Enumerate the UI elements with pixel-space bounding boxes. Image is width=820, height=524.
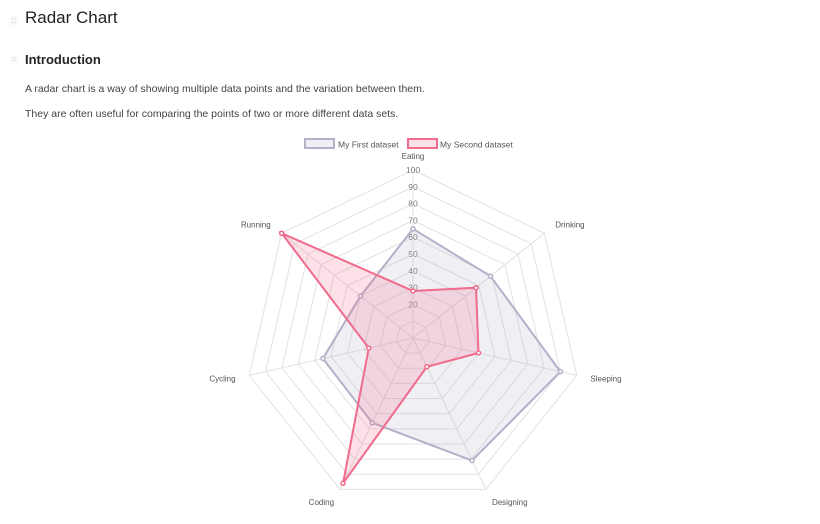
- spoke-3: [412, 337, 487, 490]
- dataset-2-point-designing: [424, 364, 430, 370]
- axis-label-coding: Coding: [309, 498, 334, 507]
- dataset-1-point-eating: [410, 226, 416, 232]
- grid-ring-50: [330, 253, 496, 415]
- spoke-2: [412, 337, 577, 376]
- grid-ring-10: [396, 320, 430, 354]
- dataset-2-point-cycling: [366, 345, 372, 351]
- section-anchor-icon[interactable]: #: [11, 54, 18, 66]
- grid-ring-20: [379, 303, 447, 369]
- legend-item-1[interactable]: My First dataset: [304, 138, 399, 150]
- grid-ring-30: [363, 287, 463, 384]
- spoke-6: [281, 232, 414, 339]
- dataset-1-point-designing: [469, 457, 475, 464]
- dataset-2-point-sleeping: [475, 350, 482, 356]
- dataset-1-point-coding: [369, 420, 375, 426]
- tick-label: 50: [408, 249, 418, 259]
- axis-label-sleeping: Sleeping: [590, 374, 621, 383]
- legend-label: My Second dataset: [440, 140, 513, 150]
- section-heading-introduction: Introduction: [25, 52, 101, 67]
- grid-ring-80: [281, 203, 545, 460]
- axis-label-cycling: Cycling: [209, 374, 235, 383]
- tick-label: 80: [408, 199, 418, 209]
- dataset-1-point-cycling: [320, 355, 326, 362]
- axis-label-designing: Designing: [492, 498, 528, 507]
- dataset-2-point-drinking: [473, 284, 479, 291]
- legend-item-2[interactable]: My Second dataset: [407, 138, 513, 150]
- dataset-1-point-sleeping: [557, 368, 564, 375]
- grid-ring-90: [265, 186, 561, 475]
- dataset-2-area: [278, 230, 480, 484]
- grid-ring-100: [248, 169, 578, 490]
- grid-ring-60: [314, 236, 512, 430]
- legend-label: My First dataset: [338, 140, 399, 150]
- legend-swatch: [407, 138, 438, 149]
- tick-label: 70: [408, 215, 418, 225]
- grid-ring-40: [346, 270, 480, 400]
- page-title: Radar Chart: [25, 8, 118, 27]
- spoke-1: [412, 232, 545, 339]
- dataset-1-area: [321, 227, 562, 462]
- intro-paragraph-1: A radar chart is a way of showing multip…: [25, 83, 425, 95]
- title-anchor-icon[interactable]: #: [10, 13, 18, 28]
- dataset-1-point-drinking: [487, 273, 494, 279]
- dataset-2-point-running: [278, 230, 285, 237]
- spoke-4: [339, 337, 414, 490]
- axis-label-eating: Eating: [402, 152, 425, 161]
- dataset-2-point-coding: [340, 480, 346, 487]
- tick-label: 20: [408, 299, 418, 309]
- legend-swatch: [304, 138, 335, 149]
- radar-chart: 2030405060708090100EatingDrinkingSleepin…: [209, 138, 622, 507]
- tick-label: 40: [408, 266, 418, 276]
- axis-label-running: Running: [241, 221, 271, 230]
- tick-label: 90: [408, 182, 418, 192]
- spoke-5: [249, 337, 414, 376]
- tick-label: 100: [406, 165, 420, 175]
- axis-label-drinking: Drinking: [555, 221, 584, 230]
- dataset-2-point-eating: [410, 288, 416, 294]
- dataset-1-point-running: [357, 293, 364, 299]
- intro-paragraph-2: They are often useful for comparing the …: [25, 108, 399, 120]
